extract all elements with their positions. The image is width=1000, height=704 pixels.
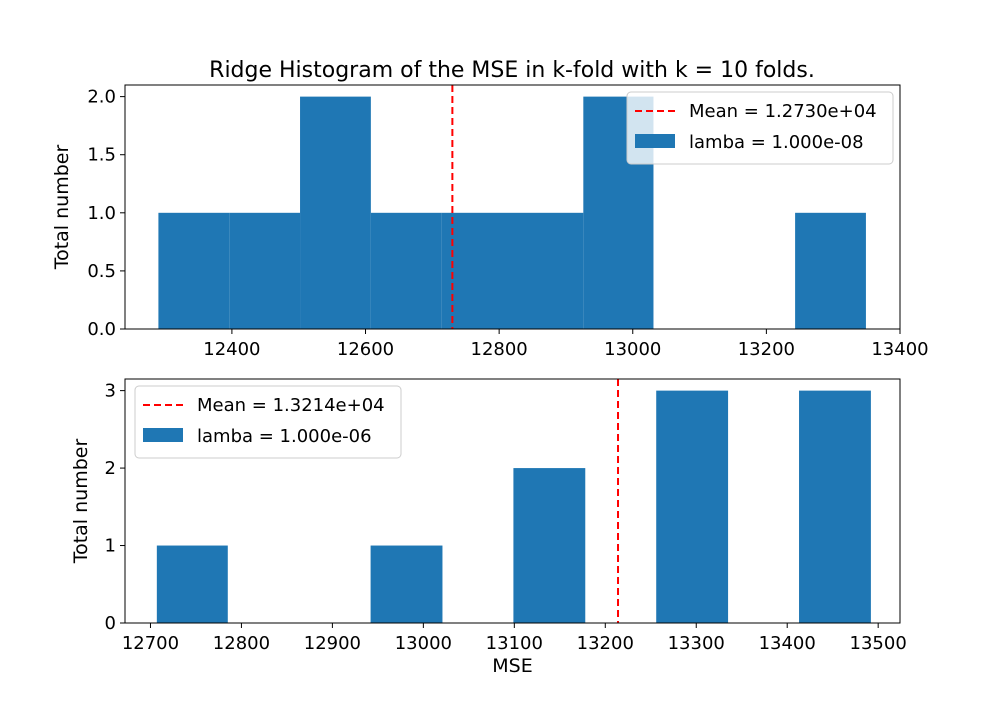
bottom-histogram-bar-9: [799, 390, 871, 623]
bottom-histogram-bar-0: [156, 545, 228, 623]
bottom-axes-frame: [124, 378, 901, 624]
bottom-x-tick-label-7: 13400: [759, 633, 816, 654]
bottom-x-axis-ticks: 12700 12800 12900 13000 13100 13200 13300 13400…: [122, 623, 907, 654]
bottom-legend-bar-swatch: [143, 428, 183, 442]
bottom-x-tick-label-8: 13500: [850, 633, 907, 654]
bottom-y-tick-label-1: 1: [105, 536, 116, 557]
bottom-legend-bar-label: lamba = 1.000e-06: [197, 426, 372, 447]
top-legend-bar-swatch: [635, 134, 675, 148]
top-y-tick-label-1: 0.5: [87, 261, 116, 282]
top-legend: Mean = 1.2730e+04 lamba = 1.000e-08: [626, 91, 894, 165]
bottom-x-tick-label-0: 12700: [122, 633, 179, 654]
top-x-tick-label-2: 12800: [471, 339, 528, 360]
top-x-tick-label-1: 12600: [337, 339, 394, 360]
top-x-tick-label-0: 12400: [203, 339, 260, 360]
top-histogram-panel: 12400 12600 12800 13000 13200 13400 0.0 0.5 1.0…: [51, 84, 929, 360]
bottom-y-tick-label-3: 3: [105, 381, 116, 402]
top-legend-frame: [626, 91, 894, 165]
bottom-histogram-panel: 12700 12800 12900 13000 13100 13200 13300 13400…: [70, 378, 907, 677]
top-legend-mean-label: Mean = 1.2730e+04: [689, 101, 877, 122]
bottom-x-tick-label-4: 13100: [486, 633, 543, 654]
top-x-tick-label-5: 13400: [871, 339, 928, 360]
bottom-x-tick-label-6: 13300: [668, 633, 725, 654]
bottom-x-tick-label-5: 13200: [577, 633, 634, 654]
bottom-y-tick-label-0: 0: [105, 613, 116, 634]
bottom-histogram-bar-3: [370, 545, 443, 623]
top-y-axis-ticks: 0.0 0.5 1.0 1.5 2.0: [87, 87, 125, 340]
bottom-x-tick-label-3: 13000: [395, 633, 452, 654]
top-axes-frame: [124, 84, 901, 330]
top-y-axis-label: Total number: [51, 145, 73, 271]
bottom-x-tick-label-1: 12800: [213, 633, 270, 654]
bottom-y-axis-ticks: 0 1 2 3: [105, 381, 125, 634]
top-histogram-bar-5: [512, 212, 584, 329]
bottom-x-tick-label-2: 12900: [304, 633, 361, 654]
top-x-axis-ticks: 12400 12600 12800 13000 13200 13400: [203, 329, 929, 360]
top-histogram-bar-0: [158, 212, 230, 329]
bottom-legend-frame: [134, 385, 402, 459]
bottom-x-axis-label: MSE: [492, 655, 532, 677]
chart-title: Ridge Histogram of the MSE in k-fold wit…: [209, 58, 815, 83]
bottom-histogram-bar-7: [656, 390, 729, 623]
top-histogram-bar-9: [795, 212, 866, 329]
bottom-y-axis-label: Total number: [70, 439, 92, 565]
bottom-histogram-bars: [156, 390, 871, 623]
top-y-tick-label-0: 0.0: [87, 319, 116, 340]
bottom-histogram-bar-5: [513, 468, 586, 623]
top-histogram-bar-2: [300, 96, 371, 329]
top-histogram-bar-3: [370, 212, 442, 329]
top-y-tick-label-3: 1.5: [87, 145, 116, 166]
top-histogram-bar-1: [229, 212, 301, 329]
bottom-y-tick-label-2: 2: [105, 458, 116, 479]
top-legend-bar-label: lamba = 1.000e-08: [689, 132, 864, 153]
top-histogram-bar-4: [441, 212, 513, 329]
top-y-tick-label-4: 2.0: [87, 87, 116, 108]
bottom-legend-mean-label: Mean = 1.3214e+04: [197, 395, 385, 416]
top-y-tick-label-2: 1.0: [87, 203, 116, 224]
top-histogram-bars: [158, 96, 866, 329]
bottom-legend: Mean = 1.3214e+04 lamba = 1.000e-06: [134, 385, 402, 459]
top-x-tick-label-4: 13200: [738, 339, 795, 360]
top-x-tick-label-3: 13000: [604, 339, 661, 360]
